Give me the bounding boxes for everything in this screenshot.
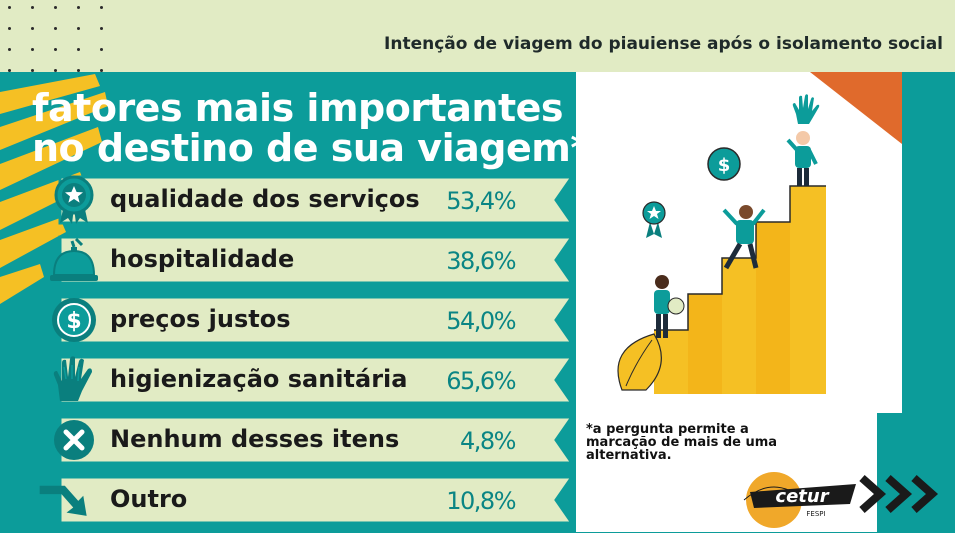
factor-row-fair-prices: $ preços justos 54,0%	[0, 295, 575, 345]
svg-text:$: $	[66, 309, 81, 334]
top-band	[0, 0, 955, 72]
factor-value: 38,6%	[446, 247, 516, 275]
factor-row-sanitation: higienização sanitária 65,6%	[0, 355, 575, 405]
factor-row-hospitality: hospitalidade 38,6%	[0, 235, 575, 285]
illustration-panel: $	[576, 72, 902, 532]
decorative-dot	[77, 27, 80, 30]
row-banner	[58, 415, 575, 465]
arrow-icon	[39, 485, 87, 516]
factor-row-other: Outro 10,8%	[0, 475, 575, 525]
decorative-dot	[31, 27, 34, 30]
decorative-dot	[77, 69, 80, 72]
main-title: fatores mais importantes no destino de s…	[32, 88, 590, 168]
chevron-arrows-icon	[859, 475, 939, 513]
decorative-dot	[8, 69, 11, 72]
decorative-dot	[31, 48, 34, 51]
factor-label: hospitalidade	[110, 245, 295, 273]
factor-value: 65,6%	[446, 367, 516, 395]
star-medal-icon	[54, 175, 94, 224]
factor-label: preços justos	[110, 305, 291, 333]
decorative-dot	[8, 48, 11, 51]
decorative-dot	[8, 6, 11, 9]
factor-label: Nenhum desses itens	[110, 425, 400, 453]
decorative-dot	[100, 48, 103, 51]
factor-label: qualidade dos serviços	[110, 185, 420, 213]
decorative-dot	[100, 6, 103, 9]
decorative-dot	[54, 48, 57, 51]
glove-icon	[53, 356, 92, 401]
success-stairs-illustration: $	[617, 72, 902, 394]
row-banner	[58, 175, 575, 225]
decorative-dot	[77, 48, 80, 51]
factor-value: 54,0%	[446, 307, 516, 335]
factor-label: higienização sanitária	[110, 365, 408, 393]
decorative-dot	[100, 69, 103, 72]
footnote: *a pergunta permite a marcação de mais d…	[586, 422, 778, 463]
factor-value: 4,8%	[460, 427, 516, 455]
page-header-title: Intenção de viagem do piauiense após o i…	[384, 34, 943, 54]
factor-row-quality: qualidade dos serviços 53,4%	[0, 175, 575, 225]
decorative-teal-block	[877, 413, 919, 533]
svg-text:$: $	[718, 155, 731, 176]
yellow-brush-strokes	[0, 74, 108, 304]
x-circle-icon	[54, 420, 94, 460]
factor-label: Outro	[110, 485, 188, 513]
decorative-dot	[31, 69, 34, 72]
decorative-dot	[77, 6, 80, 9]
factor-row-none: Nenhum desses itens 4,8%	[0, 415, 575, 465]
service-bell-icon	[50, 237, 98, 281]
factor-value: 53,4%	[446, 187, 516, 215]
decorative-dot	[31, 6, 34, 9]
main-title-line2: no destino de sua viagem*	[32, 126, 590, 170]
decorative-dot	[8, 27, 11, 30]
logo-text: cetur	[775, 486, 829, 507]
decorative-dot	[54, 27, 57, 30]
dollar-coin-icon: $	[52, 298, 96, 342]
row-banner	[58, 475, 575, 525]
factor-value: 10,8%	[446, 487, 516, 515]
decorative-dot	[54, 6, 57, 9]
decorative-dot	[100, 27, 103, 30]
logo-subtext: FESPI	[806, 510, 825, 518]
cetur-logo: cetur FESPI	[743, 472, 856, 528]
decorative-dots	[8, 6, 118, 76]
decorative-dot	[54, 69, 57, 72]
main-title-line1: fatores mais importantes	[32, 86, 564, 130]
